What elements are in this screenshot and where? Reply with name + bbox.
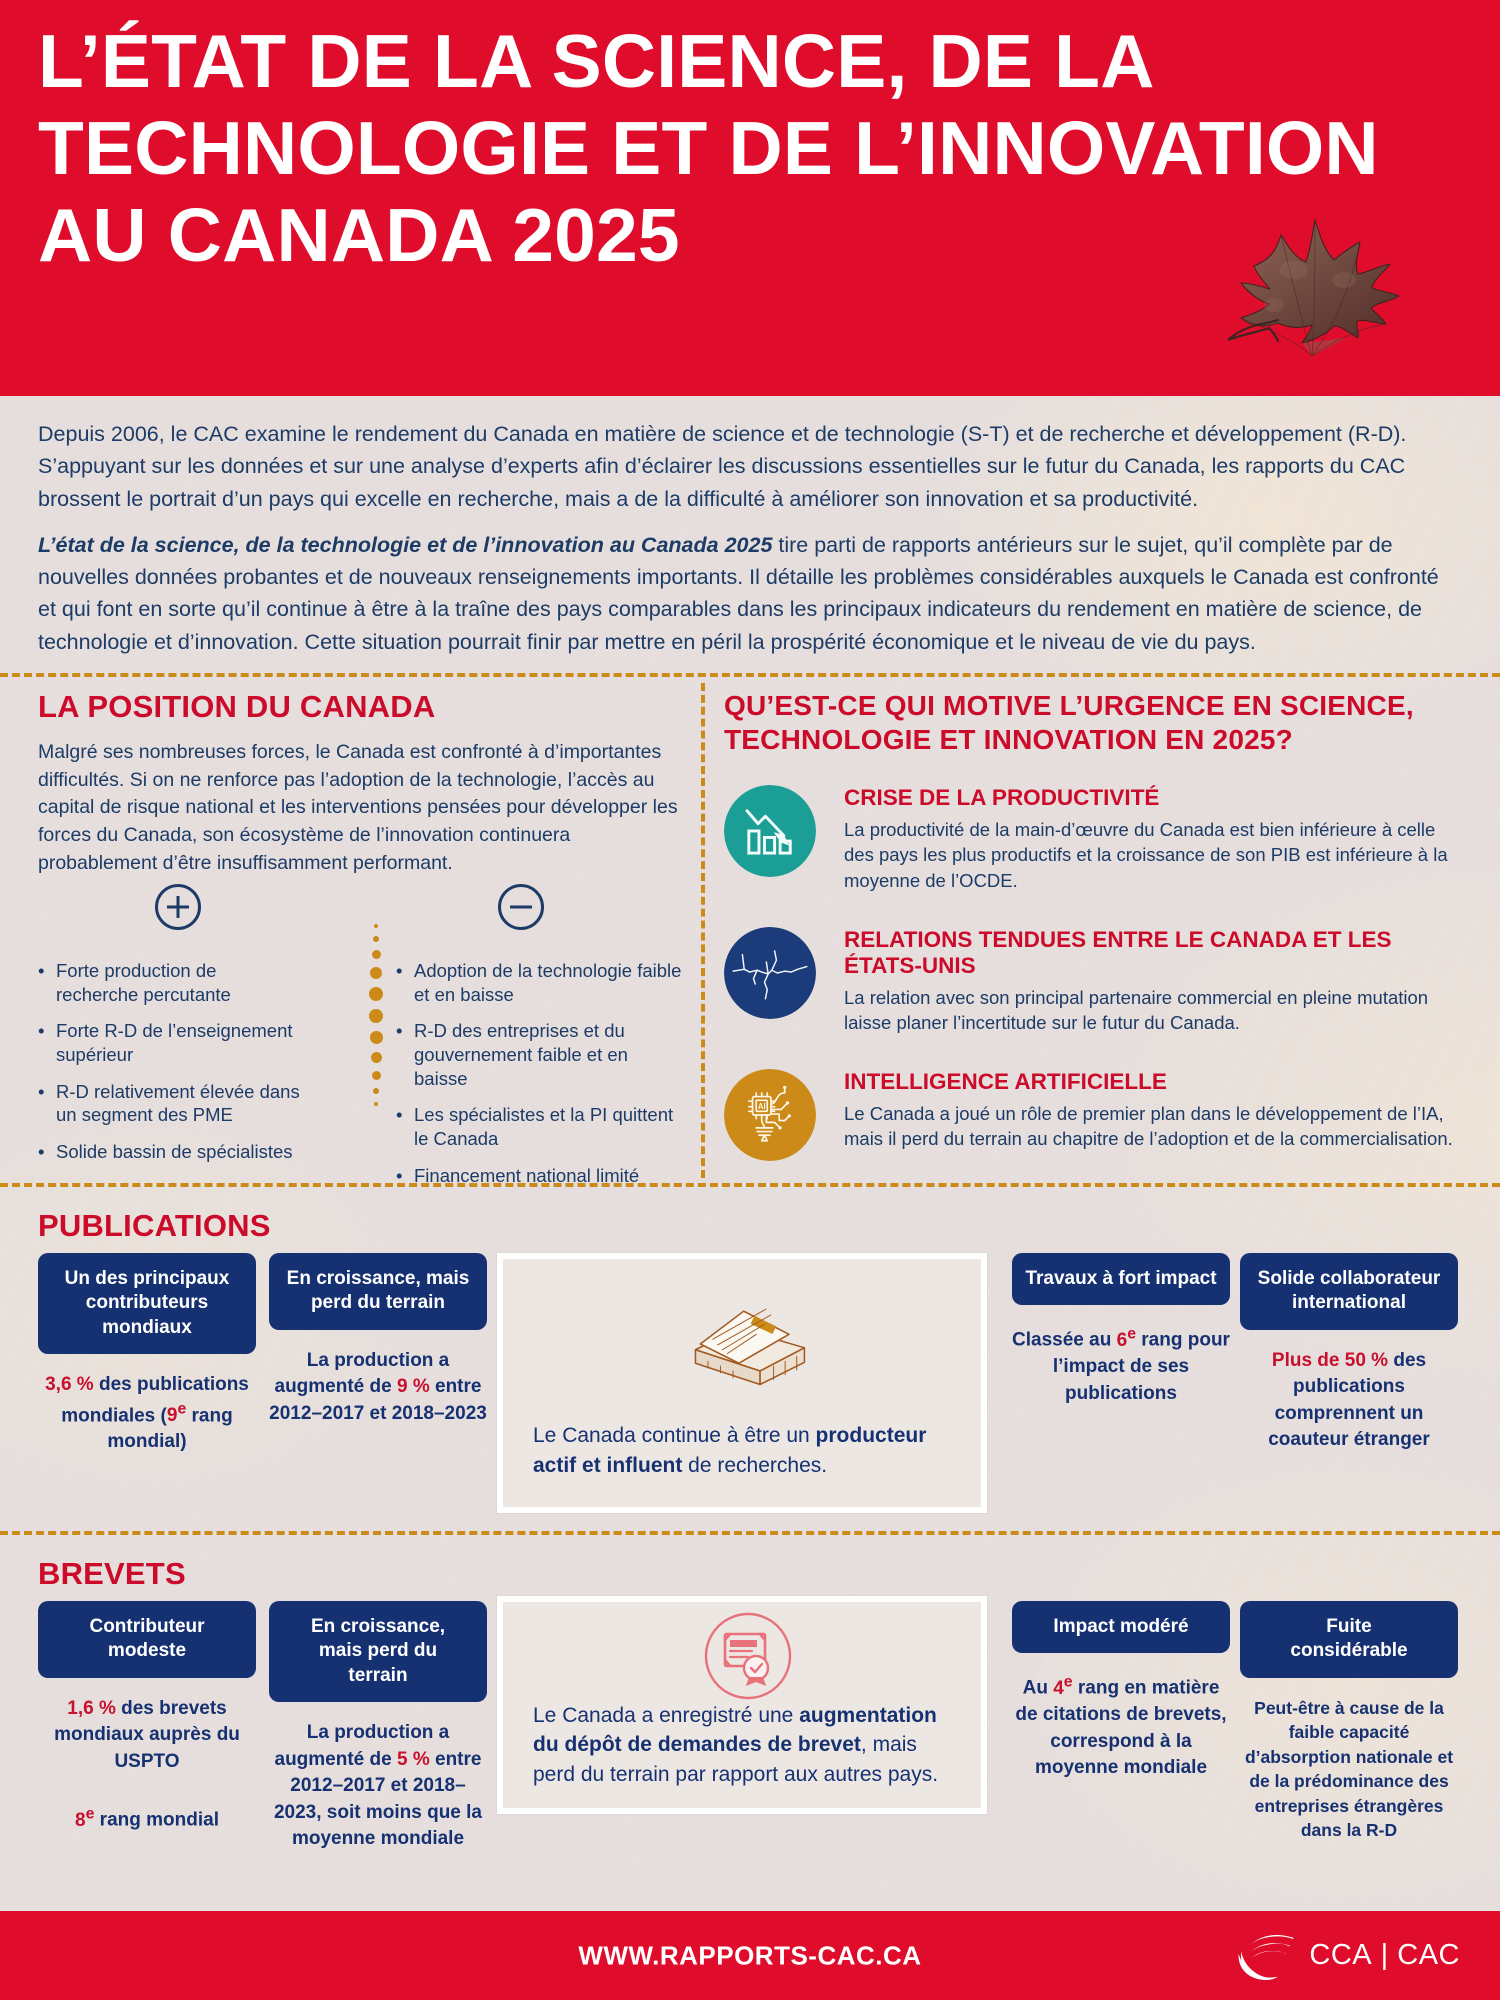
svg-text:AI: AI <box>758 1102 766 1111</box>
